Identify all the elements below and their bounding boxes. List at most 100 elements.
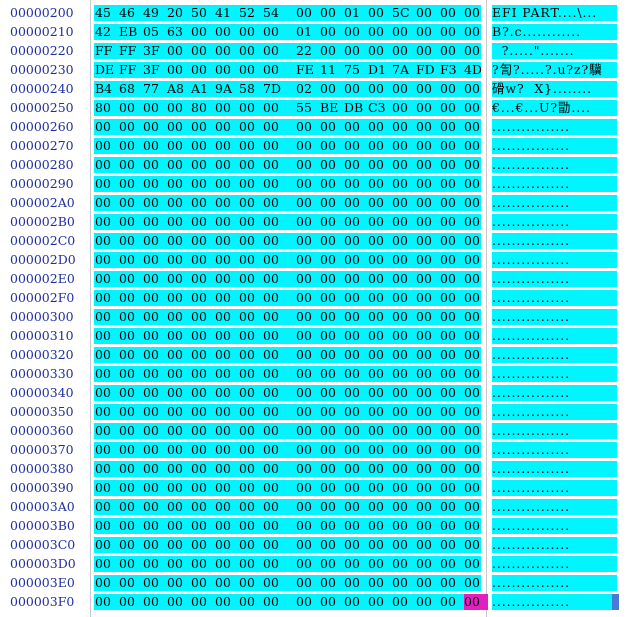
ascii-row[interactable]: ................ (492, 290, 617, 306)
hex-byte[interactable]: 00 (416, 214, 432, 229)
hex-byte[interactable]: 00 (344, 461, 360, 476)
hex-byte[interactable]: 00 (239, 575, 255, 590)
hex-byte[interactable]: 00 (464, 594, 488, 610)
hex-byte[interactable]: 00 (263, 157, 279, 172)
hex-byte[interactable]: 00 (344, 195, 360, 210)
hex-byte[interactable]: 00 (344, 119, 360, 134)
hex-byte[interactable]: 00 (95, 537, 111, 552)
hex-byte[interactable]: 00 (344, 556, 360, 571)
hex-byte[interactable]: 00 (215, 385, 231, 400)
hex-byte[interactable]: 00 (95, 138, 111, 153)
hex-byte[interactable]: 00 (368, 556, 384, 571)
hex-byte[interactable]: 00 (143, 119, 159, 134)
hex-byte[interactable]: 00 (143, 385, 159, 400)
hex-byte[interactable]: 00 (416, 100, 432, 115)
ascii-row[interactable]: ................ (492, 195, 617, 211)
hex-byte[interactable]: 00 (119, 480, 135, 495)
hex-byte[interactable]: 00 (344, 347, 360, 362)
hex-byte[interactable]: 00 (320, 347, 336, 362)
hex-byte[interactable]: 00 (143, 404, 159, 419)
hex-byte[interactable]: 00 (368, 518, 384, 533)
hex-byte[interactable]: 00 (191, 62, 207, 77)
hex-byte[interactable]: 00 (143, 461, 159, 476)
hex-byte[interactable]: 00 (167, 442, 183, 457)
hex-byte[interactable]: 00 (119, 404, 135, 419)
hex-byte[interactable]: 00 (95, 233, 111, 248)
hex-byte[interactable]: 00 (296, 119, 312, 134)
hex-byte[interactable]: 00 (95, 480, 111, 495)
hex-byte[interactable]: 00 (143, 138, 159, 153)
ascii-row[interactable]: ................ (492, 233, 617, 249)
hex-byte[interactable]: 00 (239, 366, 255, 381)
hex-byte[interactable]: 00 (95, 518, 111, 533)
hex-byte[interactable]: 00 (143, 233, 159, 248)
hex-byte[interactable]: 00 (392, 43, 408, 58)
hex-byte[interactable]: 00 (239, 119, 255, 134)
hex-byte[interactable]: 00 (440, 499, 456, 514)
hex-byte[interactable]: 00 (191, 442, 207, 457)
hex-byte[interactable]: 00 (296, 176, 312, 191)
hex-byte[interactable]: 00 (344, 499, 360, 514)
ascii-row[interactable]: ................ (492, 499, 617, 515)
hex-byte[interactable]: 45 (95, 5, 111, 20)
hex-byte[interactable]: 00 (296, 5, 312, 20)
hex-byte[interactable]: 00 (167, 119, 183, 134)
hex-row[interactable]: 00 00 00 00 00 00 00 00 00 00 00 00 00 00 00 00 (94, 594, 488, 610)
hex-byte[interactable]: 00 (296, 290, 312, 305)
hex-row[interactable]: 00 00 00 00 00 00 00 00 00 00 00 00 00 00 00 00 (94, 556, 481, 572)
hex-byte[interactable]: 00 (416, 252, 432, 267)
hex-byte[interactable]: 00 (191, 537, 207, 552)
hex-byte[interactable]: 00 (95, 176, 111, 191)
hex-byte[interactable]: 00 (344, 366, 360, 381)
hex-byte[interactable]: 00 (440, 195, 456, 210)
hex-byte[interactable]: 00 (167, 290, 183, 305)
hex-byte[interactable]: 00 (263, 138, 279, 153)
hex-row[interactable]: 00 00 00 00 00 00 00 00 00 00 00 00 00 00 00 00 (94, 176, 481, 192)
hex-byte[interactable]: 00 (320, 271, 336, 286)
hex-byte[interactable]: 00 (191, 119, 207, 134)
hex-row[interactable]: 00 00 00 00 00 00 00 00 00 00 00 00 00 00 00 00 (94, 385, 481, 401)
hex-byte[interactable]: 00 (143, 537, 159, 552)
hex-byte[interactable]: FF (95, 43, 113, 58)
ascii-row[interactable]: ................ (492, 347, 617, 363)
hex-byte[interactable]: 00 (215, 347, 231, 362)
hex-byte[interactable]: 00 (191, 157, 207, 172)
hex-row[interactable]: 00 00 00 00 00 00 00 00 00 00 00 00 00 00 00 00 (94, 195, 481, 211)
hex-byte[interactable]: 00 (416, 347, 432, 362)
hex-byte[interactable]: 00 (320, 537, 336, 552)
hex-byte[interactable]: 00 (440, 43, 456, 58)
hex-byte[interactable]: 00 (392, 100, 408, 115)
hex-row[interactable]: 42 EB 05 63 00 00 00 00 01 00 00 00 00 00 00 00 (94, 24, 481, 40)
hex-byte[interactable]: 00 (191, 214, 207, 229)
hex-byte[interactable]: 00 (416, 461, 432, 476)
hex-byte[interactable]: 00 (119, 100, 135, 115)
hex-byte[interactable]: 00 (215, 594, 231, 609)
hex-byte[interactable]: 00 (368, 442, 384, 457)
hex-row[interactable]: 80 00 00 00 80 00 00 00 55 BE DB C3 00 00 00 00 (94, 100, 481, 116)
hex-byte[interactable]: 00 (464, 271, 480, 286)
hex-byte[interactable]: 00 (119, 366, 135, 381)
hex-byte[interactable]: 00 (440, 461, 456, 476)
hex-byte[interactable]: 80 (191, 100, 207, 115)
hex-byte[interactable]: 00 (296, 480, 312, 495)
hex-byte[interactable]: 00 (320, 556, 336, 571)
hex-byte[interactable]: 00 (392, 499, 408, 514)
ascii-row[interactable]: ................ (492, 442, 617, 458)
hex-byte[interactable]: 00 (239, 537, 255, 552)
hex-byte[interactable]: 00 (263, 271, 279, 286)
hex-byte[interactable]: 00 (344, 271, 360, 286)
hex-byte[interactable]: 00 (119, 138, 135, 153)
hex-byte[interactable]: 00 (344, 575, 360, 590)
hex-byte[interactable]: 00 (167, 499, 183, 514)
hex-byte[interactable]: 00 (119, 594, 135, 609)
hex-byte[interactable]: 00 (344, 214, 360, 229)
hex-byte[interactable]: FD (416, 62, 435, 77)
hex-byte[interactable]: 00 (320, 195, 336, 210)
hex-byte[interactable]: 00 (392, 214, 408, 229)
hex-byte[interactable]: 00 (191, 309, 207, 324)
ascii-row[interactable]: ................ (492, 518, 617, 534)
hex-byte[interactable]: 00 (95, 575, 111, 590)
hex-byte[interactable]: 00 (320, 423, 336, 438)
hex-byte[interactable]: 00 (344, 138, 360, 153)
